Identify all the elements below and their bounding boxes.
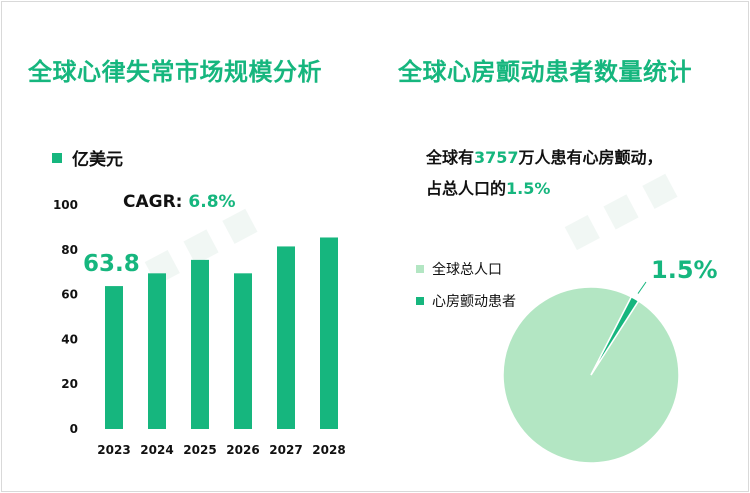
bar — [191, 259, 209, 429]
legend-label: 全球总人口 — [432, 262, 502, 278]
desc-text: 全球有 — [426, 148, 475, 167]
legend-swatch — [416, 265, 424, 273]
x-tick-label: 2027 — [269, 443, 302, 457]
legend-label: 心房颤动患者 — [432, 294, 516, 310]
bar-chart: 0 20 40 60 80 100 2023 2024 2025 2026 2027 2028 — [53, 198, 346, 457]
desc-line-2: 占总人口的1.5% — [426, 173, 663, 204]
y-tick-label: 40 — [61, 332, 78, 346]
legend-label: 亿美元 — [72, 150, 123, 170]
y-tick-label: 0 — [70, 422, 78, 436]
bar — [234, 273, 252, 429]
x-tick-label: 2023 — [97, 443, 130, 457]
y-tick-label: 60 — [61, 288, 78, 302]
left-panel-title: 全球心律失常市场规模分析 — [28, 58, 322, 86]
desc-number: 1.5% — [506, 179, 551, 198]
x-tick-label: 2026 — [226, 443, 259, 457]
pie-description: 全球有3757万人患有心房颤动， 占总人口的1.5% — [426, 142, 663, 204]
x-tick-label: 2025 — [183, 443, 216, 457]
bar — [148, 273, 166, 429]
desc-text: 占总人口的 — [426, 179, 507, 198]
desc-number: 3757 — [474, 148, 519, 167]
pie-legend-item-population: 全球总人口 — [416, 259, 502, 279]
desc-line-1: 全球有3757万人患有心房颤动， — [426, 142, 663, 173]
cagr-label: CAGR: — [123, 192, 189, 212]
pie-chart — [502, 281, 680, 464]
pie-slice-patients — [590, 295, 640, 376]
pie-legend-item-patients: 心房颤动患者 — [416, 291, 516, 311]
desc-text: 万人患有心房颤动， — [518, 148, 663, 167]
y-tick-label: 100 — [53, 198, 78, 212]
x-tick-label: 2024 — [140, 443, 173, 457]
bar — [277, 246, 295, 429]
cagr-value: 6.8% — [188, 192, 236, 212]
y-tick-label: 80 — [61, 243, 78, 257]
bar-data-label: 63.8 — [83, 251, 140, 277]
y-tick-label: 20 — [61, 377, 78, 391]
right-panel-title: 全球心房颤动患者数量统计 — [398, 58, 692, 86]
x-tick-label: 2028 — [312, 443, 345, 457]
bar — [320, 237, 338, 429]
legend-swatch — [416, 297, 424, 305]
bar-legend: 亿美元 — [52, 145, 123, 170]
pie-slice-label: 1.5% — [651, 256, 718, 284]
bar — [105, 286, 123, 429]
cagr-annotation: CAGR: 6.8% — [123, 192, 236, 212]
legend-swatch — [52, 152, 62, 163]
pie-leader-line — [637, 281, 647, 294]
